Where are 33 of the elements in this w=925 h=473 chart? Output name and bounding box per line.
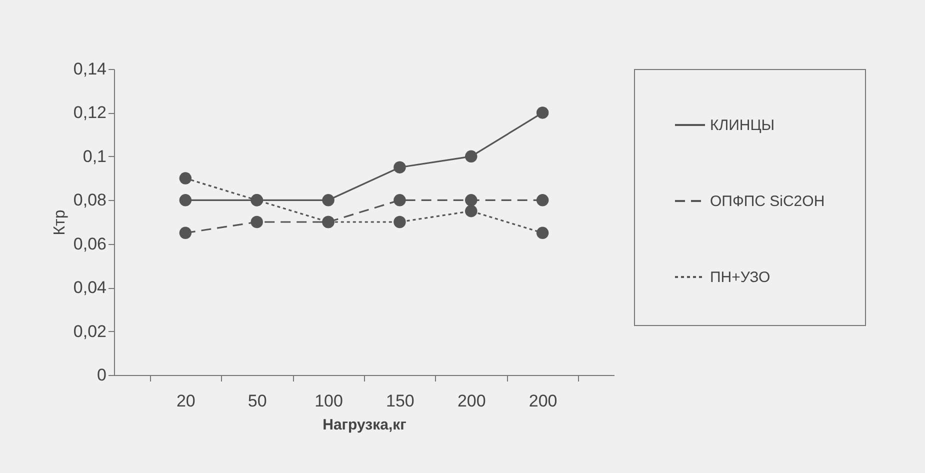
- legend-label: КЛИНЦЫ: [710, 117, 775, 134]
- y-axis-title: Ктр: [51, 210, 68, 236]
- point: [465, 194, 478, 206]
- point: [179, 194, 192, 206]
- legend-label: ОПФПС SiC2OH: [710, 193, 825, 210]
- x-tick-label: 200: [457, 392, 486, 410]
- point: [465, 204, 478, 218]
- x-tick-label: 150: [386, 392, 414, 410]
- y-tick-label: 0,12: [73, 103, 106, 122]
- point: [179, 172, 192, 184]
- y-tick-label: 0,04: [73, 278, 106, 298]
- point: [322, 194, 334, 206]
- point: [394, 216, 406, 228]
- y-tick-label: 0,06: [73, 234, 106, 254]
- point: [394, 194, 406, 206]
- legend-label: ПН+УЗО: [710, 269, 770, 286]
- point: [394, 161, 406, 174]
- point: [465, 150, 478, 163]
- y-tick-label: 0,02: [73, 322, 106, 341]
- y-tick-label: 0,1: [82, 146, 106, 166]
- y-tick-label: 0,08: [73, 190, 106, 210]
- point: [250, 216, 263, 228]
- point: [179, 226, 192, 240]
- x-tick-label: 50: [248, 392, 267, 410]
- point: [536, 194, 549, 206]
- x-tick-label: 20: [176, 392, 196, 410]
- point: [536, 226, 549, 240]
- point: [536, 106, 549, 119]
- y-tick-label: 0,14: [73, 60, 106, 78]
- x-tick-label: 200: [528, 392, 558, 410]
- x-axis-title: Нагрузка,кг: [322, 416, 406, 434]
- x-tick-label: 100: [314, 392, 343, 410]
- y-tick-label: 0: [97, 366, 106, 384]
